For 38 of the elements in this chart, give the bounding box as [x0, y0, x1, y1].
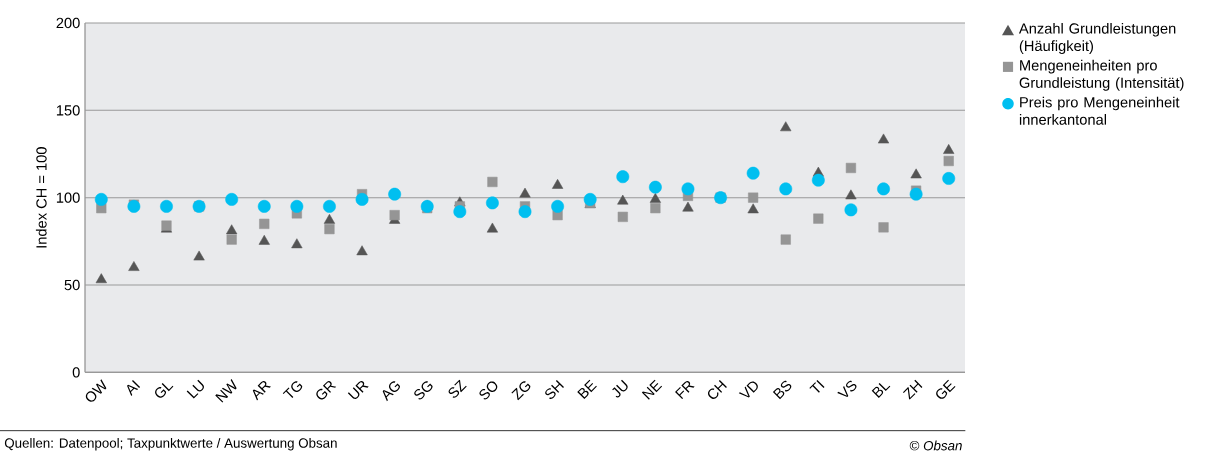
x-tick-label: GE — [936, 379, 956, 399]
text: © Obsan — [909, 440, 962, 451]
x-tick-label: CH — [707, 379, 727, 399]
x-tick-label: UR — [347, 380, 369, 399]
y-tick-label: 200 — [56, 17, 80, 29]
x-tick-label: OW — [85, 378, 107, 402]
y-axis-title: Index CH = 100 — [35, 146, 47, 248]
x-tick-label: JU — [612, 379, 628, 398]
x-tick-label: GL — [155, 382, 174, 398]
x-tick-label: GR — [316, 380, 337, 400]
source-note: Quellen: Datenpool; Taxpunktwerte / Auswertung Obsan — [4, 437, 337, 451]
x-tick-label: BL — [871, 382, 891, 398]
legend-label: Preis pro Mengeneinheit innerkantonal — [1019, 96, 1180, 125]
x-tick-label: LU — [186, 379, 204, 399]
x-tick-label: ZG — [511, 381, 531, 401]
x-tick-label: NW — [215, 378, 237, 403]
x-tick-label: SZ — [448, 379, 467, 398]
x-tick-label: AR — [252, 380, 271, 401]
x-tick-label: ZH — [902, 379, 923, 400]
x-tick-label: SG — [414, 381, 433, 400]
y-tick-label: 150 — [56, 105, 80, 116]
x-tick-label: AI — [127, 379, 141, 396]
y-tick-label: 100 — [56, 192, 80, 203]
x-tick-label: TG — [282, 381, 303, 398]
x-tick-label: AG — [382, 381, 400, 402]
legend-label: Mengeneinheiten pro Grundleistung (Intensität) — [1019, 59, 1184, 91]
x-tick-label: BS — [772, 380, 792, 400]
x-tick-label: TI — [809, 379, 825, 393]
x-tick-label: FR — [675, 380, 695, 399]
x-tick-label: SH — [545, 379, 564, 399]
x-tick-label: NE — [641, 379, 663, 400]
y-tick-label: 50 — [64, 279, 80, 291]
x-tick-label: BE — [577, 379, 597, 399]
x-tick-label: VS — [837, 380, 857, 397]
x-tick-label: VD — [738, 381, 758, 398]
legend-label: Anzahl Grundleistungen (Häufigkeit) — [1018, 22, 1176, 54]
x-tick-label: SO — [479, 381, 498, 400]
y-tick-label: 0 — [72, 367, 80, 378]
